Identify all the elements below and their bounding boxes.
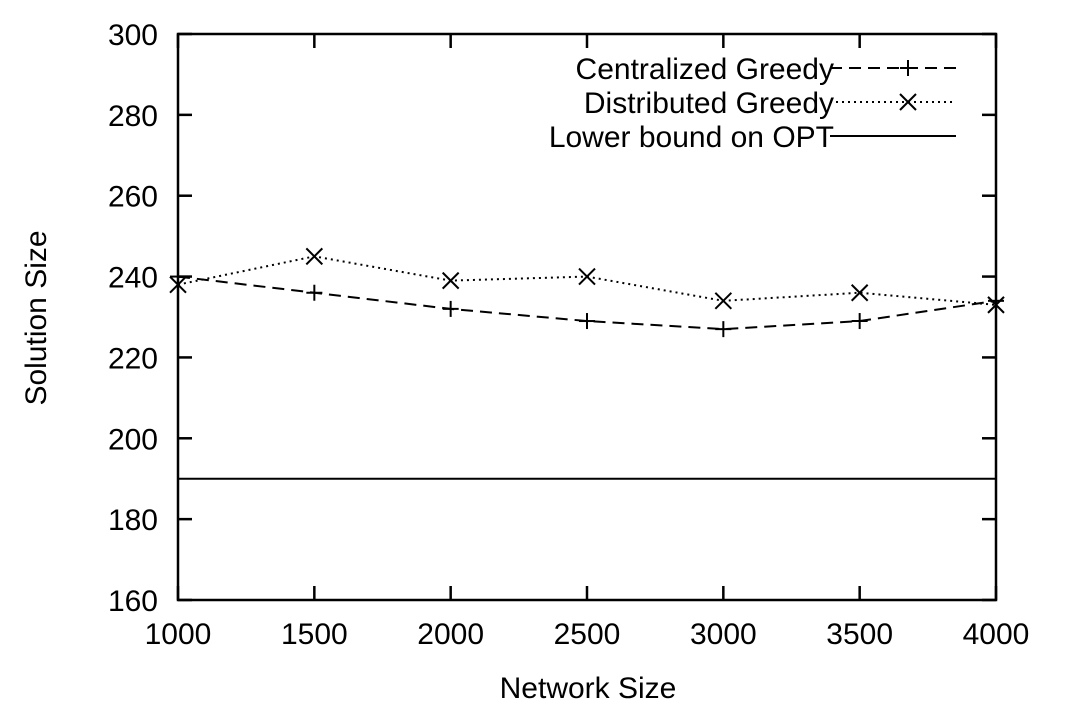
y-tick-label: 180 [108,504,158,537]
legend-marker [900,60,916,76]
legend-label: Lower bound on OPT [549,121,834,154]
data-point [578,267,596,286]
y-tick-label: 220 [108,342,158,375]
x-tick-label: 3000 [690,618,757,651]
y-tick-label: 300 [108,19,158,52]
y-tick-label: 200 [108,423,158,456]
x-tick-label: 3500 [826,618,893,651]
marker-diag-b [899,93,917,111]
series-centralized-greedy [170,268,1004,338]
y-tick-label: 240 [108,262,158,295]
legend-label: Distributed Greedy [584,87,834,120]
marker-diag-b [714,292,733,310]
legend-entry: Distributed Greedy [584,87,956,120]
x-tick-label: 2000 [417,618,484,651]
series-distributed-greedy [169,247,1005,314]
x-axis-title: Network Size [500,672,677,705]
data-point [714,292,733,310]
marker-diag-b [441,271,460,290]
y-tick-label: 280 [108,100,158,133]
data-point [851,313,868,330]
marker-diag-b [850,284,869,302]
data-point [850,284,869,302]
x-tick-label: 2500 [554,618,621,651]
x-tick-label: 1000 [145,618,212,651]
data-point [305,247,324,266]
series-group [169,247,1005,480]
y-tick-label: 160 [108,585,158,618]
data-point [441,271,460,290]
legend-entry: Lower bound on OPT [549,121,956,154]
marker-diag-b [305,247,324,266]
data-point [715,321,732,338]
legend-marker [899,93,917,111]
data-point [579,313,595,330]
legend-entry: Centralized Greedy [576,53,956,86]
series-line [177,255,997,306]
marker-diag-b [578,267,596,286]
axes: 160 180 200 220 240 260 280 300 1000 1500 2000 2500… [108,19,1029,651]
y-axis-title: Solution Size [20,230,53,405]
x-tick-label: 1500 [281,618,348,651]
legend-label: Centralized Greedy [576,53,834,86]
x-tick-label: 4000 [963,618,1030,651]
data-point [306,284,323,301]
data-point [442,300,459,317]
y-tick-label: 260 [108,181,158,214]
